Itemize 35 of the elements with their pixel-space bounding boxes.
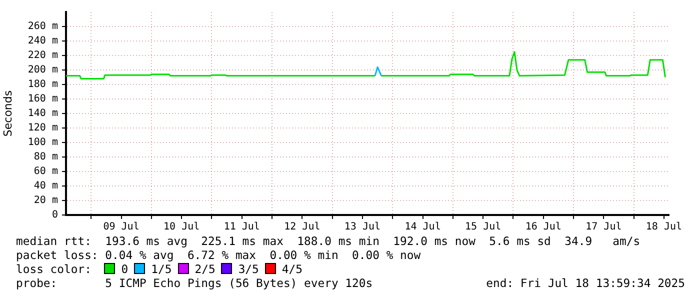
- x-tick-label: 14 Jul: [404, 222, 441, 233]
- legend-label: 1/5: [151, 262, 172, 276]
- text: packet loss: 0.04 % avg 6.72 % max 0.00 % min 0.00 % now: [16, 248, 421, 262]
- x-tick-label: 13 Jul: [344, 222, 381, 233]
- y-tick-label: 120 m: [28, 122, 58, 134]
- x-tick-label: 11 Jul: [224, 222, 260, 233]
- x-tick-label: 09 Jul: [103, 222, 140, 233]
- x-tick-label: 16 Jul: [525, 222, 562, 233]
- y-tick-label: 180 m: [28, 79, 58, 90]
- legend-label: 3/5: [238, 262, 259, 276]
- text: median rtt: 193.6 ms avg 225.1 ms max 188.0 ms min 192.0 ms now 5.6 ms sd 34.9 am/s: [16, 234, 640, 248]
- y-tick-label: 140 m: [28, 108, 58, 120]
- legend-label: 4/5: [282, 262, 302, 276]
- y-tick-label: 20 m: [34, 195, 58, 206]
- x-tick-label: 10 Jul: [164, 222, 200, 233]
- x-tick-label: 18 Jul: [646, 222, 682, 233]
- y-tick-label: 80 m: [34, 152, 58, 163]
- y-tick-label: 220 m: [28, 50, 58, 62]
- x-tick-label: 12 Jul: [284, 222, 320, 233]
- y-tick-label: 260 m: [28, 21, 58, 32]
- legend-title: loss color:: [16, 262, 92, 276]
- y-tick-label: 60 m: [34, 166, 58, 178]
- legend-label: 2/5: [194, 262, 216, 276]
- y-axis-title: Seconds: [1, 90, 14, 137]
- text: end: Fri Jul 18 13:59:34 2025: [486, 276, 685, 290]
- y-tick-label: 100 m: [28, 137, 58, 148]
- legend-label: 0: [121, 262, 128, 276]
- y-tick-label: 0: [52, 210, 58, 221]
- x-tick-label: 17 Jul: [586, 222, 622, 233]
- y-tick-label: 160 m: [28, 94, 58, 105]
- y-tick-label: 200 m: [28, 64, 58, 76]
- text: probe: 5 ICMP Echo Pings (56 Bytes) every 120s: [16, 276, 373, 290]
- y-tick-label: 40 m: [34, 180, 58, 192]
- x-tick-label: 15 Jul: [465, 222, 502, 233]
- y-tick-label: 240 m: [28, 36, 58, 47]
